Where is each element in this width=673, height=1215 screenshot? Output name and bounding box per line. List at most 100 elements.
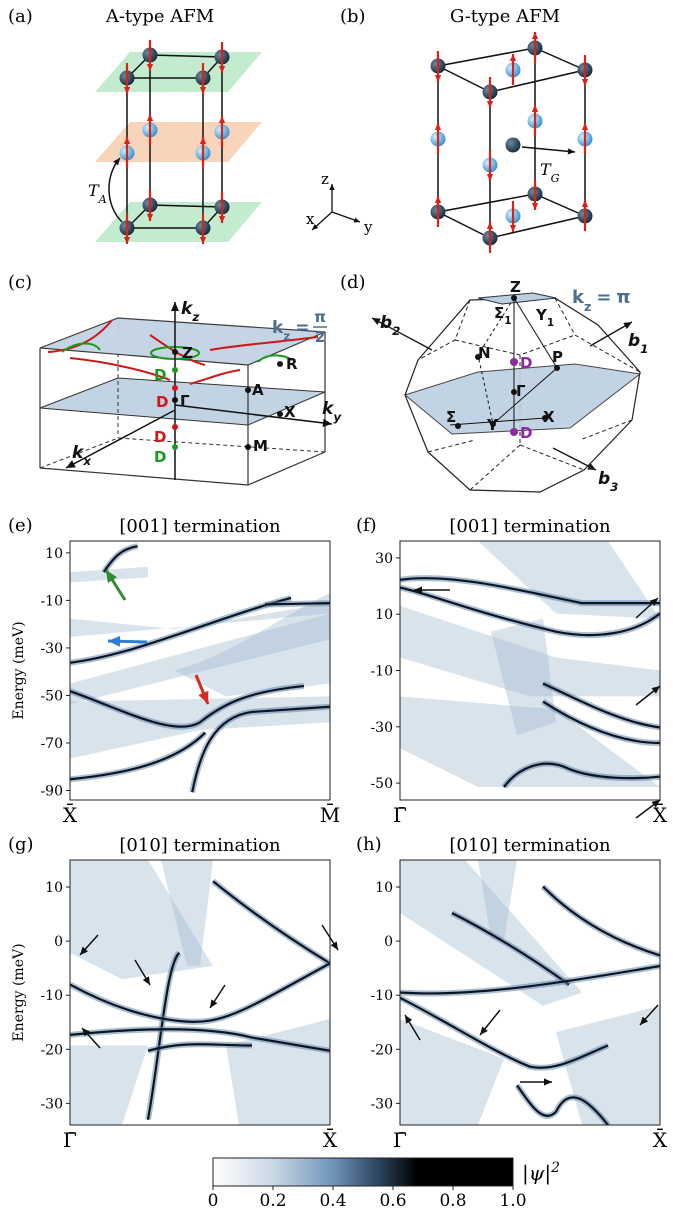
arrow-head bbox=[582, 200, 588, 207]
label: P bbox=[552, 348, 563, 366]
x-tick-label: Γ̄ bbox=[393, 1128, 407, 1152]
y-tick-label: 10 bbox=[45, 546, 63, 562]
k-point bbox=[245, 387, 251, 393]
spectral-map bbox=[400, 860, 660, 1125]
label-part: 2 bbox=[392, 324, 400, 338]
y-tick-label: -90 bbox=[40, 783, 63, 799]
arrow-head bbox=[435, 196, 441, 203]
layer-plane bbox=[95, 52, 262, 92]
label-part: z bbox=[191, 310, 199, 324]
label: b1 bbox=[628, 331, 648, 356]
arrow-head bbox=[171, 302, 179, 311]
label-part: z bbox=[584, 299, 591, 314]
band-panel: (g)[010] termination100-10-20-30Energy (… bbox=[8, 834, 338, 1152]
fraction-denominator: 2 bbox=[315, 328, 325, 346]
band-panel: (h)[010] termination100-10-20-30Γ̄X̄ bbox=[356, 834, 668, 1152]
colorbar-tick-label: 0.2 bbox=[259, 1191, 286, 1211]
panel-label: (e) bbox=[8, 515, 33, 536]
k-point bbox=[277, 361, 283, 367]
y-tick-label: 10 bbox=[375, 880, 393, 896]
y-tick-label: -20 bbox=[370, 1042, 393, 1058]
label: |ψ|2 bbox=[522, 1160, 560, 1186]
panel-b: (b) G-type AFM TG bbox=[340, 6, 593, 253]
label: M bbox=[253, 437, 268, 455]
band-panel: (e)[001] termination10-10-30-50-70-90Ene… bbox=[8, 515, 340, 827]
label: D bbox=[154, 428, 166, 446]
arrow-head bbox=[435, 75, 441, 82]
nodal-line bbox=[190, 370, 240, 384]
label: D bbox=[520, 354, 532, 372]
label: D bbox=[520, 424, 532, 442]
label-part: A bbox=[98, 193, 107, 206]
label: Z bbox=[510, 278, 521, 296]
label-part: Σ bbox=[494, 304, 504, 322]
label: TG bbox=[540, 160, 560, 185]
label: Y1 bbox=[535, 306, 554, 329]
y-tick-label: 30 bbox=[375, 551, 393, 567]
y-tick-label: -10 bbox=[40, 593, 63, 609]
y-tick-label: -30 bbox=[370, 720, 393, 736]
colorbar-gradient bbox=[213, 1158, 513, 1186]
label-part: 1 bbox=[547, 317, 554, 329]
panel-label: (g) bbox=[8, 834, 34, 855]
y-tick-label: -30 bbox=[40, 1096, 63, 1112]
label-part: z bbox=[283, 329, 290, 343]
arrow-head bbox=[532, 105, 538, 112]
dark-atom bbox=[506, 138, 521, 153]
panel-title: [010] termination bbox=[119, 835, 281, 856]
label-part: 1 bbox=[640, 342, 648, 356]
spectral-map bbox=[400, 541, 660, 800]
arrow-head bbox=[582, 123, 588, 130]
label-part: 2 bbox=[550, 1160, 560, 1176]
label: D bbox=[154, 448, 166, 466]
arrow-head bbox=[532, 203, 538, 210]
label-part: 1 bbox=[504, 315, 511, 327]
label: X bbox=[284, 403, 296, 421]
figure: (a)A-type AFMTA(b)G-type AFMTGzyx(c)kzky… bbox=[0, 0, 673, 1215]
panel-label: (b) bbox=[340, 6, 366, 27]
y-tick-label: -10 bbox=[370, 988, 393, 1004]
surface-state bbox=[265, 603, 330, 604]
x-tick-label: X̄ bbox=[63, 802, 78, 827]
label-part: = bbox=[295, 318, 309, 338]
axis-name: x bbox=[306, 210, 315, 228]
k-point bbox=[245, 444, 251, 450]
k-point bbox=[172, 397, 178, 403]
y-tick-label: 0 bbox=[54, 934, 63, 950]
panel-label: (c) bbox=[8, 272, 32, 293]
layer-plane bbox=[95, 202, 262, 242]
translation-arrow bbox=[109, 158, 122, 222]
label: b2 bbox=[380, 313, 400, 338]
label-part: b bbox=[628, 331, 640, 351]
axis-name: y bbox=[363, 218, 373, 236]
k-point bbox=[172, 424, 178, 430]
panel-label: (a) bbox=[8, 6, 33, 27]
panel-title: A-type AFM bbox=[105, 6, 214, 27]
arrow-head bbox=[582, 79, 588, 86]
arrow-head bbox=[487, 222, 493, 229]
label-part: |ψ| bbox=[522, 1161, 551, 1186]
panel-title: G-type AFM bbox=[450, 6, 560, 27]
layer-plane bbox=[95, 122, 262, 162]
axis-name: z bbox=[321, 170, 329, 188]
label: Z bbox=[182, 344, 193, 362]
label-part: b bbox=[380, 313, 392, 333]
k-point bbox=[510, 428, 518, 436]
arrow-head bbox=[331, 941, 338, 950]
label: Y bbox=[486, 416, 499, 434]
colorbar-tick-label: 0 bbox=[208, 1191, 219, 1211]
arrow bbox=[522, 147, 575, 152]
label-part: G bbox=[551, 172, 560, 185]
label-part: π bbox=[616, 287, 630, 308]
label: R bbox=[286, 355, 298, 373]
fraction-numerator: π bbox=[314, 308, 326, 326]
label: kz bbox=[181, 299, 199, 324]
arrow-head bbox=[510, 225, 516, 232]
label: A bbox=[252, 381, 264, 399]
panel-c: (c)kzkykxZΓARXMDDDDkz=π2 bbox=[8, 272, 342, 485]
arrow-head bbox=[487, 101, 493, 108]
y-tick-label: -50 bbox=[40, 688, 63, 704]
k-point bbox=[277, 411, 283, 417]
arrow-head bbox=[329, 184, 334, 190]
x-tick-label: X̄ bbox=[653, 1127, 668, 1152]
